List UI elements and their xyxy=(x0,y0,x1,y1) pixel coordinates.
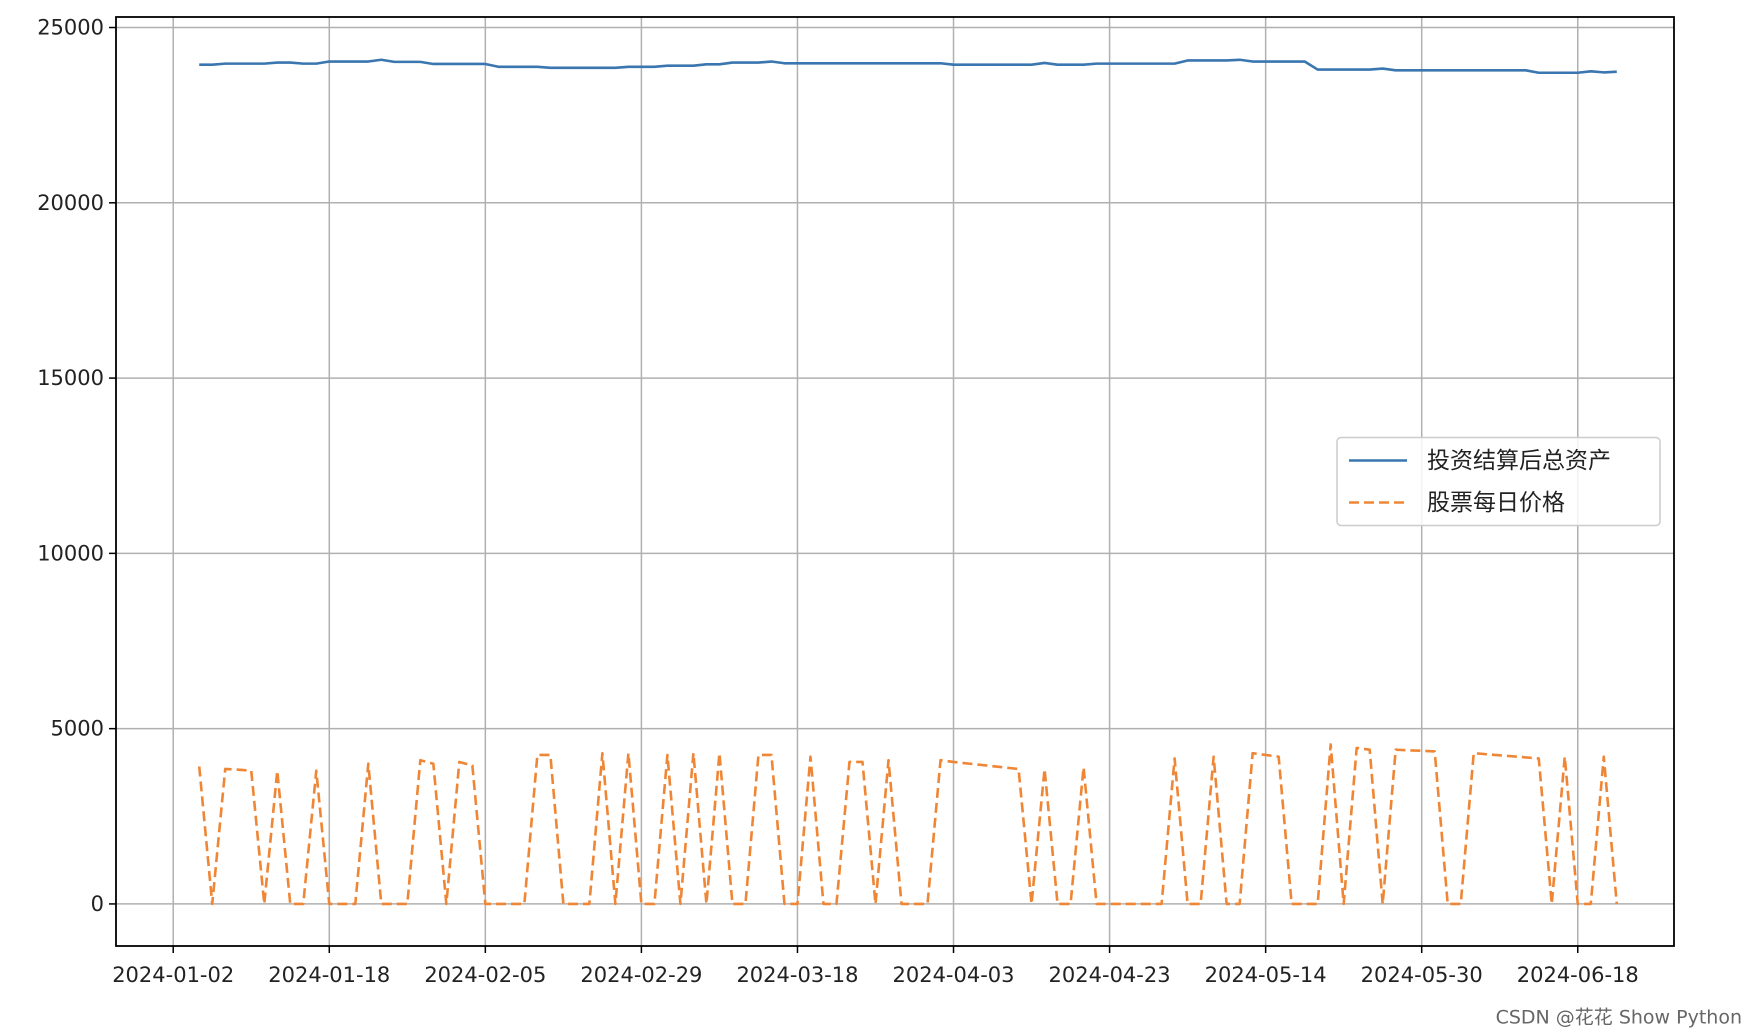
y-tick-label: 25000 xyxy=(37,16,104,40)
y-tick-label: 15000 xyxy=(37,366,104,390)
legend-box xyxy=(1336,436,1661,527)
series-line xyxy=(199,58,1617,75)
y-tick-label: 20000 xyxy=(37,191,104,215)
x-tick-label: 2024-04-03 xyxy=(892,963,1014,987)
x-tick-label: 2024-05-30 xyxy=(1361,963,1483,987)
x-tick-label: 2024-02-29 xyxy=(580,963,702,987)
series-line xyxy=(197,743,1619,906)
y-tick-label: 0 xyxy=(91,892,104,916)
x-tick-label: 2024-01-02 xyxy=(112,963,234,987)
x-tick-label: 2024-01-18 xyxy=(268,963,390,987)
x-tick-label: 2024-02-05 xyxy=(424,963,546,987)
x-tick-label: 2024-05-14 xyxy=(1205,963,1327,987)
legend-label: 股票每日价格 xyxy=(1427,490,1565,516)
y-tick-label: 10000 xyxy=(37,541,104,565)
plot-frame xyxy=(115,16,1675,947)
y-tick-label: 5000 xyxy=(51,717,104,741)
x-tick-label: 2024-04-23 xyxy=(1049,963,1171,987)
watermark: CSDN @花花 Show Python xyxy=(1496,1007,1742,1029)
legend-label: 投资结算后总资产 xyxy=(1427,448,1611,474)
x-tick-label: 2024-06-18 xyxy=(1517,963,1639,987)
x-tick-label: 2024-03-18 xyxy=(736,963,858,987)
